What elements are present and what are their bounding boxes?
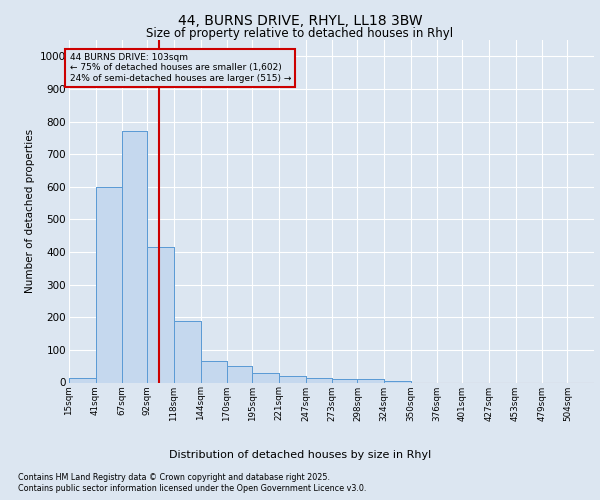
Text: Contains public sector information licensed under the Open Government Licence v3: Contains public sector information licen… bbox=[18, 484, 367, 493]
Bar bbox=[148, 247, 174, 382]
Bar bbox=[332, 379, 358, 382]
Bar bbox=[384, 381, 410, 382]
Bar bbox=[305, 378, 332, 382]
Bar bbox=[95, 187, 122, 382]
Bar bbox=[253, 372, 279, 382]
Bar bbox=[200, 362, 227, 382]
Bar bbox=[174, 320, 200, 382]
Bar bbox=[174, 320, 200, 382]
Text: 44, BURNS DRIVE, RHYL, LL18 3BW: 44, BURNS DRIVE, RHYL, LL18 3BW bbox=[178, 14, 422, 28]
Bar bbox=[122, 132, 148, 382]
Text: 44 BURNS DRIVE: 103sqm
← 75% of detached houses are smaller (1,602)
24% of semi-: 44 BURNS DRIVE: 103sqm ← 75% of detached… bbox=[70, 53, 291, 83]
Bar bbox=[358, 379, 384, 382]
Bar bbox=[227, 366, 253, 382]
Bar bbox=[358, 379, 384, 382]
Bar bbox=[122, 132, 148, 382]
Bar bbox=[69, 378, 95, 382]
Bar bbox=[332, 379, 358, 382]
Bar bbox=[253, 372, 279, 382]
Bar bbox=[200, 362, 227, 382]
Text: Contains HM Land Registry data © Crown copyright and database right 2025.: Contains HM Land Registry data © Crown c… bbox=[18, 473, 330, 482]
Text: Size of property relative to detached houses in Rhyl: Size of property relative to detached ho… bbox=[146, 28, 454, 40]
Bar bbox=[279, 376, 305, 382]
Bar bbox=[69, 378, 95, 382]
Text: Distribution of detached houses by size in Rhyl: Distribution of detached houses by size … bbox=[169, 450, 431, 460]
Bar bbox=[95, 187, 122, 382]
Bar bbox=[227, 366, 253, 382]
Bar bbox=[148, 247, 174, 382]
Bar bbox=[384, 381, 410, 382]
Y-axis label: Number of detached properties: Number of detached properties bbox=[25, 129, 35, 294]
Bar bbox=[305, 378, 332, 382]
Bar bbox=[279, 376, 305, 382]
